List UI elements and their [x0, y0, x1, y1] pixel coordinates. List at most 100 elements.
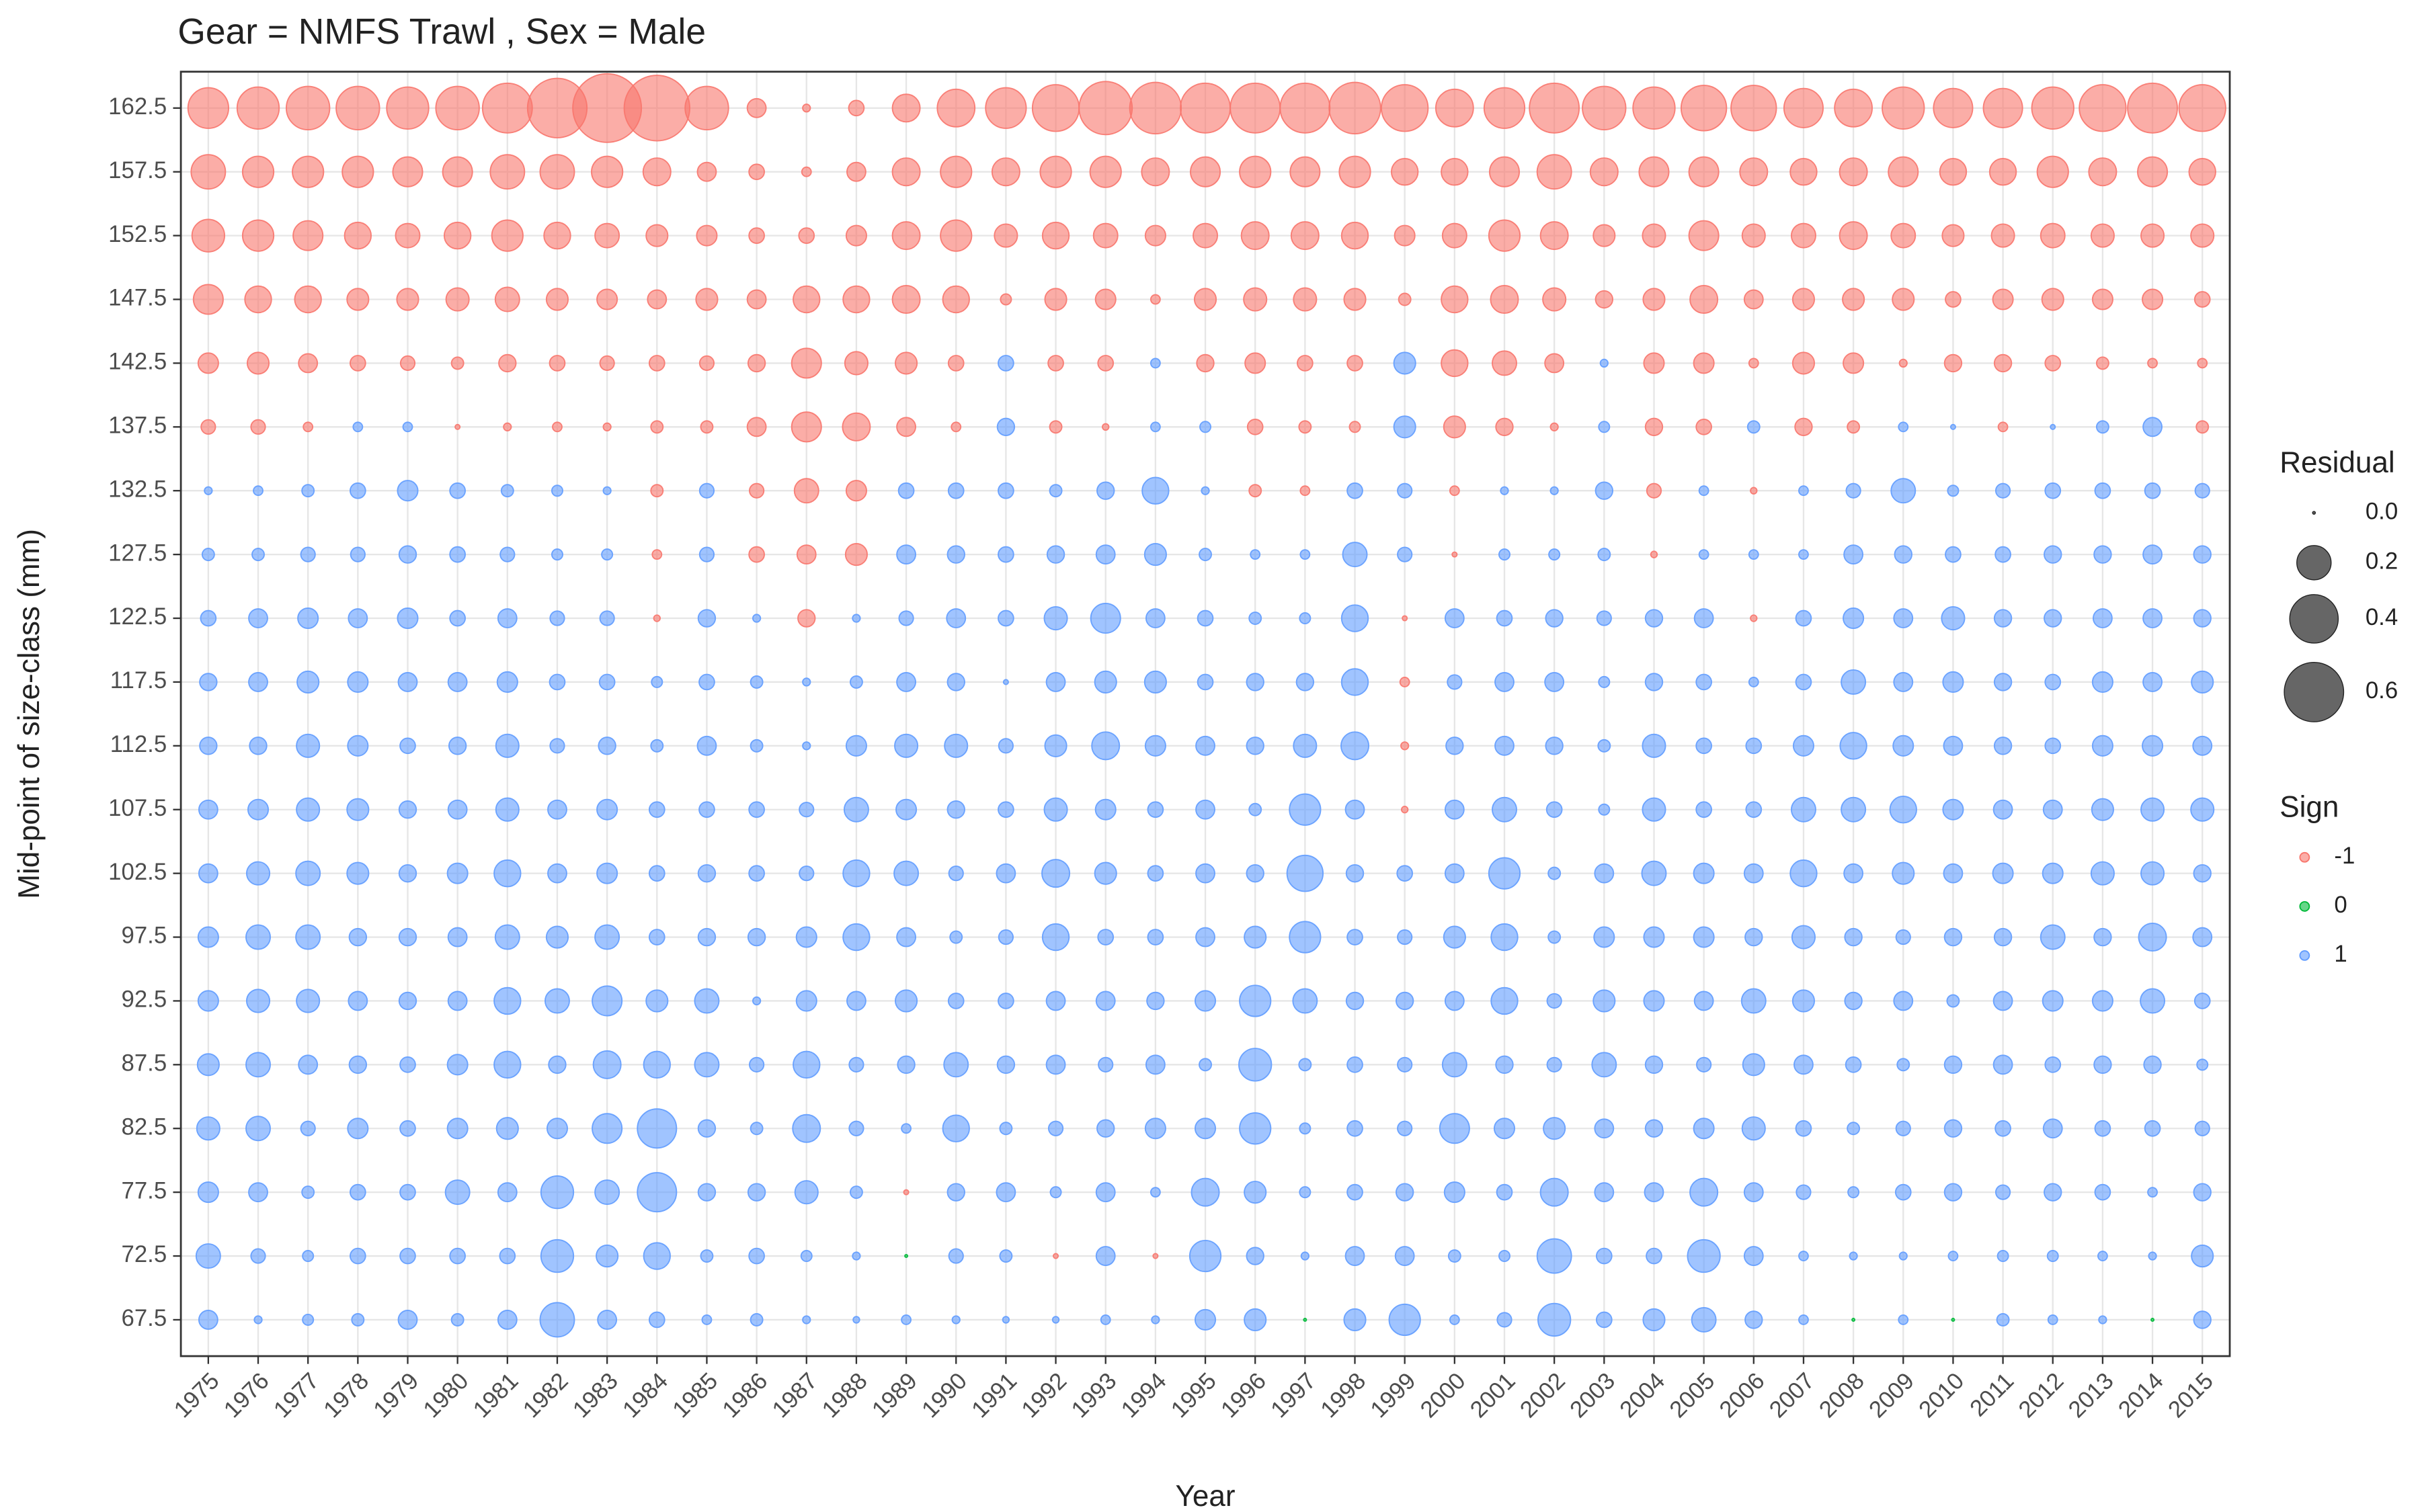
bubble: [802, 1315, 811, 1325]
bubble: [694, 988, 720, 1014]
bubble: [844, 351, 869, 376]
bubble: [2031, 86, 2074, 130]
bubble: [1698, 549, 1709, 560]
bubble: [1095, 1246, 1116, 1266]
bubble: [2194, 482, 2210, 499]
bubble: [1795, 1120, 1812, 1137]
bubble: [449, 1247, 466, 1265]
bubble: [1100, 1314, 1111, 1325]
bubble: [648, 801, 666, 818]
bubble: [1089, 155, 1122, 188]
bubble: [1496, 610, 1513, 627]
bubble: [1447, 674, 1463, 690]
bubble: [1789, 158, 1818, 186]
bubble: [947, 355, 965, 372]
bubble: [1298, 420, 1312, 434]
bubble: [940, 155, 973, 188]
bubble: [1441, 285, 1469, 314]
y-tick-label: 72.5: [121, 1242, 167, 1267]
bubble: [1695, 737, 1712, 755]
bubble: [1893, 672, 1914, 692]
bubble: [1942, 798, 1964, 821]
bubble: [592, 1113, 623, 1144]
bubble: [500, 484, 514, 498]
bubble: [2191, 1244, 2214, 1268]
bubble: [2044, 1183, 2062, 1202]
bubble: [1644, 609, 1664, 628]
bubble: [250, 419, 266, 435]
legend-sign-label: -1: [2334, 843, 2355, 869]
bubble: [1490, 285, 1519, 314]
bubble: [352, 421, 364, 433]
bubble: [1150, 294, 1161, 305]
bubble: [1945, 546, 1962, 563]
bubble: [348, 927, 368, 947]
bubble: [1743, 289, 1764, 310]
bubble: [748, 1247, 765, 1265]
bubble: [1594, 1118, 1615, 1139]
bubble: [1078, 81, 1133, 136]
bubble: [1892, 734, 1914, 757]
bubble: [1445, 737, 1464, 755]
bubble: [1898, 1251, 1908, 1261]
bubble: [549, 610, 565, 626]
bubble: [1195, 799, 1215, 820]
bubble: [493, 986, 522, 1015]
bubble: [1889, 796, 1917, 824]
y-tick-label: 107.5: [108, 796, 167, 821]
bubble: [1303, 1317, 1307, 1322]
bubble: [1051, 1316, 1060, 1324]
bubble: [842, 859, 871, 888]
bubble: [1698, 485, 1709, 497]
bubble: [198, 799, 218, 820]
bubble: [300, 546, 316, 562]
bubble: [1745, 737, 1763, 755]
bubble: [1992, 1054, 2013, 1075]
bubble: [398, 991, 417, 1011]
bubble: [548, 1055, 567, 1075]
bubble: [1791, 351, 1816, 375]
bubble: [1441, 158, 1469, 186]
bubble: [637, 1172, 678, 1213]
bubble: [1689, 285, 1719, 314]
bubble: [248, 608, 268, 628]
bubble: [349, 1247, 366, 1265]
bubble: [298, 1054, 319, 1075]
bubble: [2042, 862, 2064, 884]
bubble: [694, 1052, 720, 1078]
bubble: [1994, 482, 2011, 499]
bubble: [599, 610, 615, 626]
legend-sign-key: [2299, 851, 2310, 863]
bubble: [2098, 1315, 2107, 1325]
bubble: [1145, 608, 1166, 628]
bubble: [199, 673, 218, 691]
bubble: [294, 285, 322, 314]
bubble: [748, 163, 765, 181]
bubble: [746, 417, 767, 437]
bubble: [1092, 222, 1119, 249]
bubble: [1244, 1308, 1267, 1332]
bubble: [1843, 544, 1864, 565]
bubble: [697, 1119, 717, 1138]
y-tick-label: 77.5: [121, 1178, 167, 1204]
bubble: [1346, 1183, 1363, 1201]
bubble: [301, 484, 315, 498]
bubble: [1049, 1186, 1062, 1199]
bubble: [1396, 865, 1414, 882]
bubble: [399, 355, 416, 372]
bubble: [447, 927, 468, 948]
bubble: [1994, 546, 2011, 563]
bubble: [1843, 863, 1864, 884]
bubble: [1888, 156, 1919, 187]
bubble: [2093, 927, 2112, 947]
bubble: [197, 990, 219, 1012]
bubble: [1992, 862, 2014, 884]
bubble: [602, 422, 612, 431]
bubble: [894, 733, 919, 758]
bubble: [250, 1248, 266, 1264]
bubble: [1293, 287, 1318, 312]
bubble: [1536, 154, 1572, 190]
bubble: [2147, 358, 2158, 369]
bubble: [748, 227, 765, 244]
bubble: [1791, 288, 1816, 311]
